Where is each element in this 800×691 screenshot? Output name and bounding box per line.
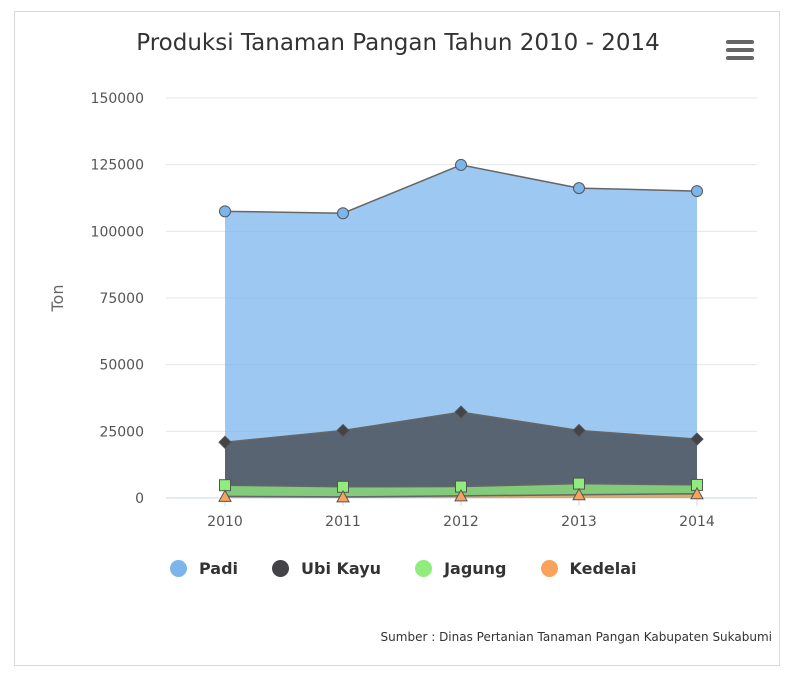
marker-padi[interactable] bbox=[455, 158, 467, 171]
marker-ubi-kayu[interactable] bbox=[690, 432, 704, 446]
marker-kedelai[interactable] bbox=[454, 488, 468, 502]
y-tick-label: 0 bbox=[135, 491, 144, 507]
legend-label: Jagung bbox=[444, 559, 507, 578]
marker-padi[interactable] bbox=[691, 185, 703, 198]
y-tick-label: 100000 bbox=[91, 224, 144, 240]
marker-ubi-kayu[interactable] bbox=[454, 405, 468, 419]
hamburger-menu-icon[interactable] bbox=[726, 40, 754, 64]
y-axis-label: Ton bbox=[48, 285, 67, 313]
y-tick-label: 50000 bbox=[99, 358, 144, 374]
marker-ubi-kayu[interactable] bbox=[336, 423, 350, 438]
legend-label: Ubi Kayu bbox=[301, 559, 382, 578]
legend-item-kedelai[interactable]: Kedelai bbox=[540, 559, 637, 578]
marker-ubi-kayu[interactable] bbox=[218, 435, 232, 449]
area-padi[interactable] bbox=[225, 164, 697, 498]
legend-swatch-icon bbox=[170, 560, 187, 577]
marker-kedelai[interactable] bbox=[572, 487, 586, 501]
marker-kedelai[interactable] bbox=[690, 486, 704, 500]
marker-padi[interactable] bbox=[219, 205, 231, 218]
y-tick-label: 125000 bbox=[91, 158, 144, 174]
legend-label: Kedelai bbox=[569, 559, 637, 578]
source-note: Sumber : Dinas Pertanian Tanaman Pangan … bbox=[380, 630, 772, 644]
series-areas bbox=[224, 164, 698, 498]
legend-item-jagung[interactable]: Jagung bbox=[415, 559, 507, 578]
y-tick-label: 150000 bbox=[91, 91, 144, 107]
legend-item-padi[interactable]: Padi bbox=[170, 559, 238, 578]
marker-jagung[interactable] bbox=[219, 479, 231, 492]
marker-padi[interactable] bbox=[573, 182, 585, 195]
legend-item-ubi-kayu[interactable]: Ubi Kayu bbox=[272, 559, 381, 578]
x-tick-label: 2014 bbox=[679, 514, 715, 530]
legend-swatch-icon bbox=[272, 560, 290, 577]
legend-label: Padi bbox=[199, 559, 239, 578]
marker-kedelai[interactable] bbox=[336, 489, 350, 503]
y-tick-label: 25000 bbox=[99, 424, 144, 440]
series-markers bbox=[218, 158, 704, 503]
x-tick-label: 2011 bbox=[325, 514, 361, 530]
x-tick-label: 2012 bbox=[443, 514, 479, 530]
chart-title: Produksi Tanaman Pangan Tahun 2010 - 201… bbox=[136, 30, 660, 56]
marker-kedelai[interactable] bbox=[218, 489, 232, 502]
y-axis-ticks: 0 25000 50000 75000 100000 125000 150000 bbox=[91, 91, 144, 507]
marker-jagung[interactable] bbox=[573, 477, 585, 490]
marker-padi[interactable] bbox=[337, 207, 349, 220]
x-tick-label: 2010 bbox=[207, 514, 243, 530]
legend-swatch-icon bbox=[540, 560, 558, 577]
legend-swatch-icon bbox=[415, 560, 433, 577]
marker-ubi-kayu[interactable] bbox=[572, 423, 586, 438]
x-tick-label: 2013 bbox=[561, 514, 597, 530]
x-axis-ticks: 2010 2011 2012 2013 2014 bbox=[207, 498, 715, 530]
legend: Padi Ubi Kayu Jagung Kedelai bbox=[170, 559, 671, 578]
y-tick-label: 75000 bbox=[99, 291, 144, 307]
